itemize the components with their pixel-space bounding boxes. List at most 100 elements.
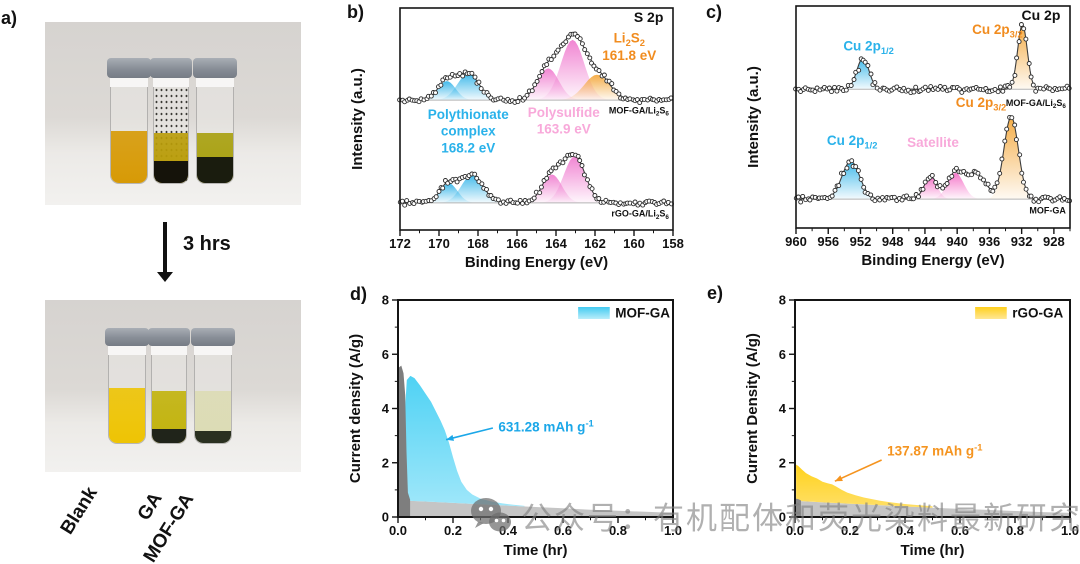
annotation: 163.9 eV — [537, 121, 591, 136]
legend: MOF-GA — [578, 306, 670, 321]
vial-band — [196, 78, 234, 87]
x-tick-label: 932 — [1011, 234, 1033, 249]
data-points — [397, 31, 674, 106]
mofga-current-density-chart: 0.0 0.2 0.4 0.6 0.8 1.0 0 2 4 6 8 Time (hr) Current … — [347, 293, 682, 560]
legend: rGO-GA — [975, 306, 1064, 321]
y-tick-label: 6 — [382, 347, 389, 362]
x-axis-title: Time (hr) — [504, 542, 568, 559]
annotation: Li2S2 — [614, 30, 645, 48]
vial-glass — [151, 355, 187, 444]
x-axis: 172 170 168 166 164 162 160 158 — [389, 230, 684, 251]
vial-label-blank: Blank — [56, 483, 102, 539]
vial-cap — [191, 328, 235, 346]
x-tick-label: 0.2 — [841, 523, 859, 538]
x-tick-label: 956 — [817, 234, 839, 249]
vial-sediment — [197, 157, 233, 183]
annotation: S 2p — [634, 9, 664, 25]
y-axis-title: Current density (A/g) — [347, 334, 364, 483]
x-tick-label: 0.4 — [499, 523, 518, 538]
series-initial-spike — [795, 498, 801, 517]
vial-cap — [107, 58, 151, 78]
annotation: 161.8 eV — [602, 48, 656, 63]
plot-frame — [794, 299, 1071, 518]
vial-ga-after — [148, 328, 190, 444]
x-axis: 960 956 952 948 944 940 936 932 928 — [785, 228, 1071, 249]
fitted-peak — [425, 73, 512, 101]
vial-ga-before — [150, 58, 192, 184]
x-tick-label: 944 — [914, 234, 936, 249]
x-tick-label: 960 — [785, 234, 807, 249]
annotation-arrow — [445, 427, 494, 441]
photo-after — [45, 300, 301, 472]
vial-cap — [105, 328, 149, 346]
annotation-arrowhead — [446, 434, 454, 441]
annotation-arrow — [834, 459, 882, 482]
annotation: MOF-GA/Li2S6 — [1006, 98, 1067, 110]
x-axis-title: Time (hr) — [901, 542, 965, 559]
vial-cap — [193, 58, 237, 78]
annotation: rGO-GA/Li2S6 — [611, 209, 669, 221]
x-tick-label: 936 — [979, 234, 1001, 249]
panel-label-c: c) — [706, 2, 723, 22]
fitted-peak — [505, 68, 592, 101]
vial-cap — [148, 328, 190, 346]
y-axis-title: Current Density (A/g) — [744, 333, 761, 484]
panel-label-d: d) — [350, 284, 367, 304]
fitted-peak — [1003, 24, 1042, 90]
panel-label-a: a) — [1, 8, 18, 28]
y-axis: 0 2 4 6 8 — [779, 293, 795, 525]
annotation: Satellite — [907, 135, 959, 150]
panel-label-b: b) — [347, 2, 364, 22]
vial-sediment — [154, 161, 188, 183]
x-tick-label: 0.6 — [554, 523, 572, 538]
capacity-annotation: 137.87 mAh g-1 — [887, 442, 982, 459]
data-points — [793, 114, 1073, 205]
x-tick-label: 952 — [850, 234, 872, 249]
fitted-peak — [838, 58, 888, 90]
capacity-annotation: 631.28 mAh g-1 — [498, 418, 593, 435]
x-tick-label: 162 — [584, 236, 606, 251]
x-tick-label: 948 — [882, 234, 904, 249]
vial-band — [194, 346, 232, 355]
vial-glass — [194, 355, 232, 444]
x-axis-title: Binding Energy (eV) — [465, 254, 608, 271]
legend-label: rGO-GA — [1012, 306, 1063, 321]
legend-swatch — [578, 307, 610, 319]
series-MOF-GA — [403, 375, 525, 507]
x-tick-label: 928 — [1043, 234, 1065, 249]
vial-glass — [110, 87, 148, 184]
x-tick-label: 170 — [428, 236, 450, 251]
rgoga-current-density-chart: 0.0 0.2 0.4 0.6 0.8 1.0 0 2 4 6 8 Time (hr) Current … — [744, 293, 1079, 560]
x-axis: 0.0 0.2 0.4 0.6 0.8 1.0 — [389, 517, 682, 538]
fitted-peak — [429, 174, 515, 203]
x-tick-label: 0.2 — [444, 523, 462, 538]
plot-frame — [795, 5, 1071, 229]
y-tick-label: 6 — [779, 347, 786, 362]
x-tick-label: 166 — [506, 236, 528, 251]
y-tick-label: 2 — [779, 455, 786, 470]
vial-band — [110, 78, 148, 87]
data-points — [793, 22, 1072, 96]
legend-label: MOF-GA — [615, 306, 670, 321]
vial-glass — [153, 87, 189, 184]
x-tick-label: 0.4 — [896, 523, 915, 538]
fitted-peak — [923, 172, 988, 200]
annotation: 168.2 eV — [441, 140, 495, 155]
vial-blank-before — [107, 58, 151, 184]
x-tick-label: 164 — [545, 236, 567, 251]
x-tick-label: 0.8 — [609, 523, 627, 538]
photo-before — [45, 22, 301, 205]
y-axis-title: Intensity (a.u.) — [745, 66, 762, 168]
x-tick-label: 0.8 — [1006, 523, 1024, 538]
panel-label-e: e) — [707, 283, 724, 303]
annotation: Polysulfide — [528, 105, 601, 120]
x-tick-label: 0.0 — [389, 523, 407, 538]
vial-cap — [150, 58, 192, 78]
vial-sediment — [195, 431, 231, 443]
vial-band — [108, 346, 146, 355]
x-tick-label: 1.0 — [664, 523, 682, 538]
fitted-peak — [546, 74, 648, 101]
fitted-peak — [904, 177, 957, 200]
vial-glass — [108, 355, 146, 444]
vial-mofga-before — [193, 58, 237, 184]
